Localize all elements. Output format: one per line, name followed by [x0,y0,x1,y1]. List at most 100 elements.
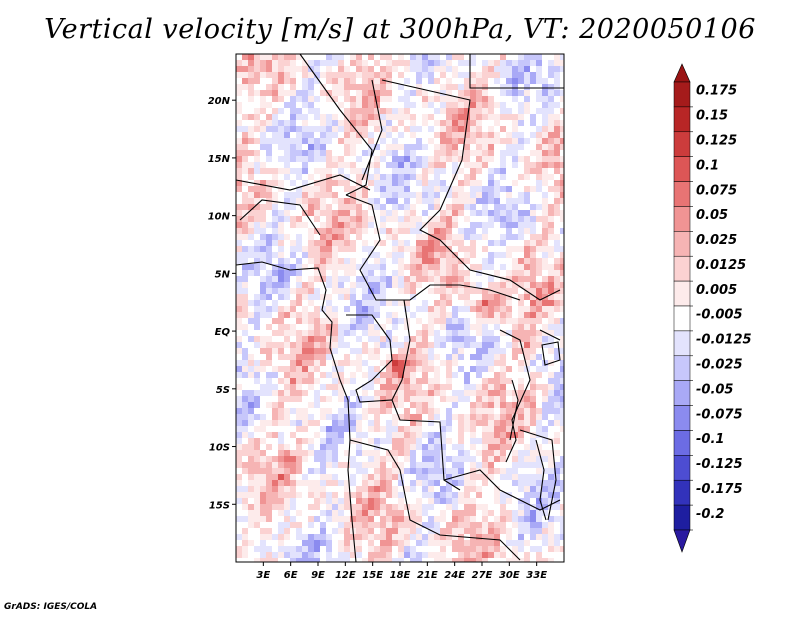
field-cell [374,270,381,277]
field-cell [452,210,459,217]
field-cell [272,96,279,103]
field-cell [242,348,249,355]
field-cell [398,132,405,139]
field-cell [494,444,501,451]
field-cell [452,558,459,562]
field-cell [284,198,291,205]
field-cell [422,90,429,97]
field-cell [404,552,411,559]
field-cell [386,90,393,97]
field-cell [410,174,417,181]
field-cell [536,96,543,103]
field-cell [494,204,501,211]
field-cell [434,522,441,529]
field-cell [422,120,429,127]
field-cell [368,246,375,253]
field-cell [422,186,429,193]
field-cell [518,186,525,193]
field-cell [512,168,519,175]
field-cell [440,360,447,367]
field-cell [296,222,303,229]
field-cell [476,252,483,259]
field-cell [326,270,333,277]
field-cell [524,150,531,157]
field-cell [488,480,495,487]
field-cell [506,390,513,397]
field-cell [320,366,327,373]
field-cell [320,252,327,259]
field-cell [380,390,387,397]
field-cell [494,426,501,433]
field-cell [314,354,321,361]
field-cell [506,264,513,271]
field-cell [362,228,369,235]
field-cell [554,396,561,403]
field-cell [452,312,459,319]
field-cell [512,270,519,277]
field-cell [398,240,405,247]
field-cell [272,264,279,271]
field-cell [560,444,564,451]
field-cell [506,396,513,403]
field-cell [326,168,333,175]
field-cell [314,126,321,133]
field-cell [518,276,525,283]
field-cell [494,462,501,469]
field-cell [470,54,477,61]
field-cell [278,204,285,211]
field-cell [488,330,495,337]
field-cell [464,270,471,277]
field-cell [242,486,249,493]
field-cell [434,264,441,271]
field-cell [416,414,423,421]
field-cell [362,540,369,547]
field-cell [296,408,303,415]
field-cell [320,234,327,241]
field-cell [356,420,363,427]
field-cell [458,390,465,397]
field-cell [446,90,453,97]
field-cell [482,534,489,541]
field-cell [548,120,555,127]
field-cell [536,468,543,475]
field-cell [476,120,483,127]
field-cell [476,324,483,331]
field-cell [524,162,531,169]
field-cell [452,306,459,313]
field-cell [404,354,411,361]
field-cell [260,282,267,289]
field-cell [434,558,441,562]
field-cell [452,138,459,145]
field-cell [518,372,525,379]
field-cell [236,390,243,397]
field-cell [542,66,549,73]
field-cell [362,468,369,475]
field-cell [374,162,381,169]
field-cell [272,270,279,277]
field-cell [404,144,411,151]
field-cell [458,384,465,391]
field-cell [290,162,297,169]
field-cell [338,546,345,553]
field-cell [386,528,393,535]
field-cell [344,330,351,337]
field-cell [554,432,561,439]
field-cell [494,402,501,409]
field-cell [368,108,375,115]
field-cell [320,198,327,205]
field-cell [482,318,489,325]
field-cell [284,192,291,199]
field-cell [404,468,411,475]
field-cell [314,534,321,541]
field-cell [458,504,465,511]
field-cell [494,198,501,205]
field-cell [380,300,387,307]
field-cell [284,378,291,385]
field-cell [518,474,525,481]
field-cell [524,474,531,481]
field-cell [350,540,357,547]
field-cell [518,162,525,169]
field-cell [272,342,279,349]
field-cell [404,486,411,493]
field-cell [404,420,411,427]
